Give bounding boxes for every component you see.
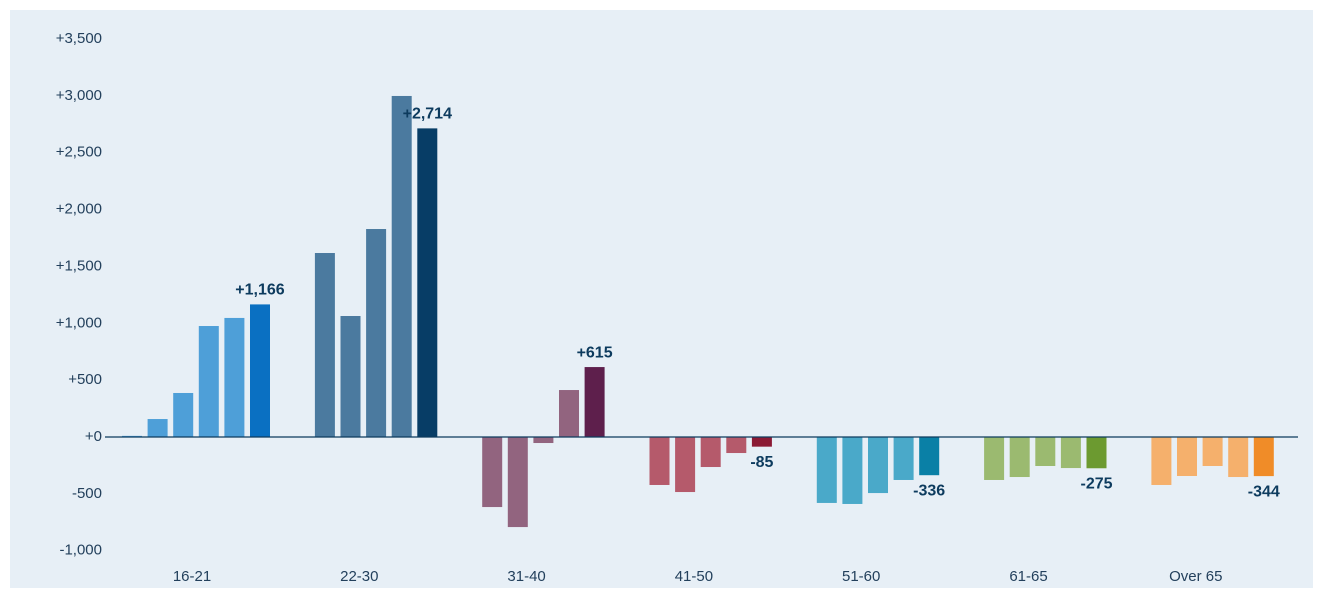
- bar: [417, 128, 438, 437]
- value-label: +1,166: [235, 282, 284, 299]
- value-label: -344: [1248, 483, 1280, 500]
- bar: [173, 392, 194, 437]
- value-label: +615: [577, 344, 613, 361]
- bar: [314, 253, 335, 437]
- bar: [198, 326, 219, 437]
- bar: [250, 304, 270, 437]
- bar: [507, 436, 528, 528]
- bar: [366, 229, 387, 437]
- y-tick-label: +3,500: [56, 30, 102, 47]
- bar: [1060, 436, 1081, 469]
- x-tick-label: 51-60: [842, 568, 880, 585]
- bar: [1228, 436, 1249, 478]
- bar: [816, 436, 837, 503]
- value-label: -275: [1080, 475, 1112, 492]
- x-tick-label: Over 65: [1169, 568, 1222, 585]
- y-tick-label: +2,500: [56, 144, 102, 161]
- bar: [1253, 436, 1274, 477]
- bar: [919, 436, 940, 476]
- x-tick-label: 31-40: [507, 568, 545, 585]
- bar: [391, 95, 412, 437]
- plot-background: [10, 10, 1313, 588]
- bar: [1177, 436, 1197, 477]
- bar: [584, 367, 605, 437]
- bar: [893, 436, 914, 480]
- bar: [984, 436, 1005, 480]
- bar: [842, 436, 863, 504]
- bar: [1086, 436, 1107, 469]
- y-tick-label: +3,000: [56, 87, 102, 104]
- bar: [340, 316, 361, 437]
- y-tick-label: +0: [85, 428, 102, 445]
- y-tick-label: +1,500: [56, 257, 102, 274]
- value-label: -336: [913, 482, 945, 499]
- x-tick-label: 22-30: [340, 568, 378, 585]
- value-label: -85: [750, 454, 773, 471]
- y-tick-label: -1,000: [59, 542, 102, 559]
- bar: [559, 390, 579, 437]
- y-tick-label: -500: [72, 485, 102, 502]
- bar: [675, 436, 696, 493]
- bar: [533, 436, 554, 444]
- y-tick-label: +500: [68, 371, 102, 388]
- bar: [147, 419, 168, 437]
- x-tick-label: 41-50: [675, 568, 713, 585]
- x-tick-label: 16-21: [173, 568, 211, 585]
- bar: [1151, 436, 1172, 485]
- bar: [1009, 436, 1030, 478]
- x-tick-label: 61-65: [1009, 568, 1047, 585]
- bar: [1202, 436, 1223, 466]
- bar: [482, 436, 503, 508]
- y-tick-label: +1,000: [56, 314, 102, 331]
- y-tick-label: +2,000: [56, 201, 102, 218]
- bar: [868, 436, 888, 494]
- bar: [726, 436, 747, 454]
- bar: [1035, 436, 1056, 466]
- bar: [751, 436, 772, 447]
- value-label: +2,714: [403, 106, 452, 123]
- bar: [649, 436, 670, 485]
- bar: [224, 317, 245, 437]
- bar: [700, 436, 721, 468]
